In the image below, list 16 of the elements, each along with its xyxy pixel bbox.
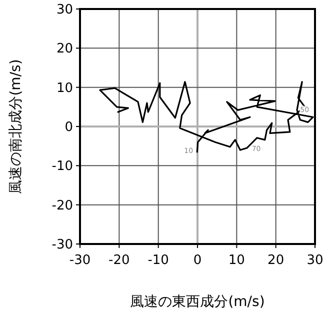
y-tick-label: -20 xyxy=(52,198,73,214)
y-tick-label: 10 xyxy=(56,80,73,96)
y-tick-label: -10 xyxy=(52,159,73,174)
y-tick-label: -30 xyxy=(52,238,73,252)
x-axis-title: 風速の東西成分(m/s) xyxy=(130,294,265,310)
y-axis-title: 風速の南北成分(m/s) xyxy=(8,59,24,194)
x-tick-label: 30 xyxy=(306,253,323,268)
x-tick-label: -10 xyxy=(148,253,169,268)
x-tick-label: 0 xyxy=(193,253,202,268)
x-tick-label: -20 xyxy=(108,253,130,268)
y-tick-label: 20 xyxy=(56,42,73,57)
x-tick-label: 10 xyxy=(228,253,245,268)
y-tick-label: 0 xyxy=(64,120,73,135)
x-tick-label: -30 xyxy=(69,253,91,268)
x-tick-label: 20 xyxy=(268,253,284,268)
y-tick-label: 30 xyxy=(56,2,73,18)
